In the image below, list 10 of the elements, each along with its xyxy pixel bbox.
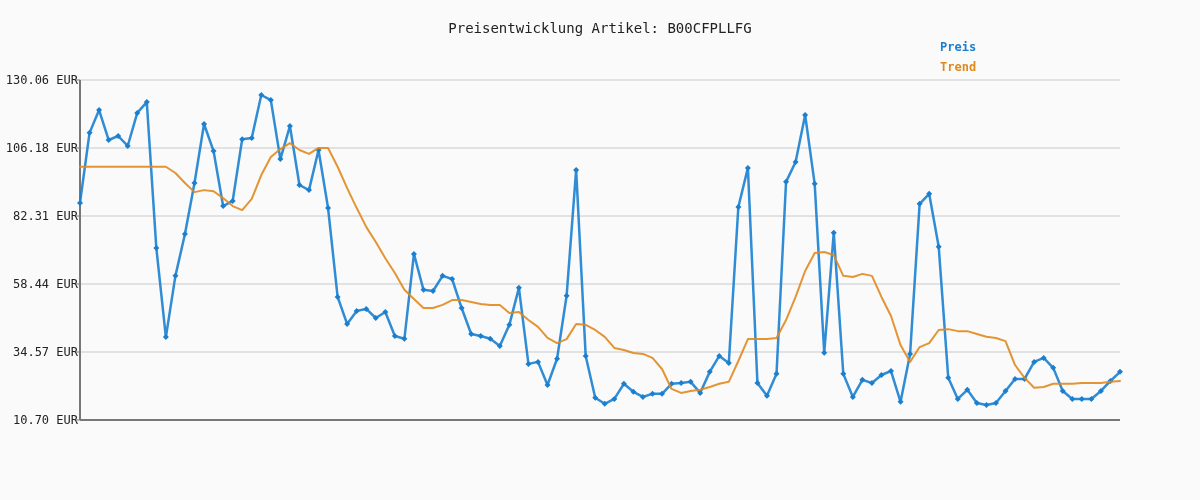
y-tick-label: 34.57 EUR bbox=[12, 345, 79, 360]
y-tick-label: 130.06 EUR bbox=[5, 73, 79, 87]
line-series bbox=[79, 142, 1121, 394]
chart-title: Preisentwicklung Artikel: B00CFPLLFG bbox=[448, 20, 752, 36]
y-tick-label: 82.31 EUR bbox=[12, 209, 79, 224]
y-tick-label: 10.70 EUR bbox=[12, 413, 79, 427]
text: Preis bbox=[940, 40, 977, 54]
text: Trend bbox=[940, 60, 977, 74]
y-tick-label: 58.44 EUR bbox=[12, 277, 79, 292]
y-tick-label: 106.18 EUR bbox=[5, 141, 79, 156]
